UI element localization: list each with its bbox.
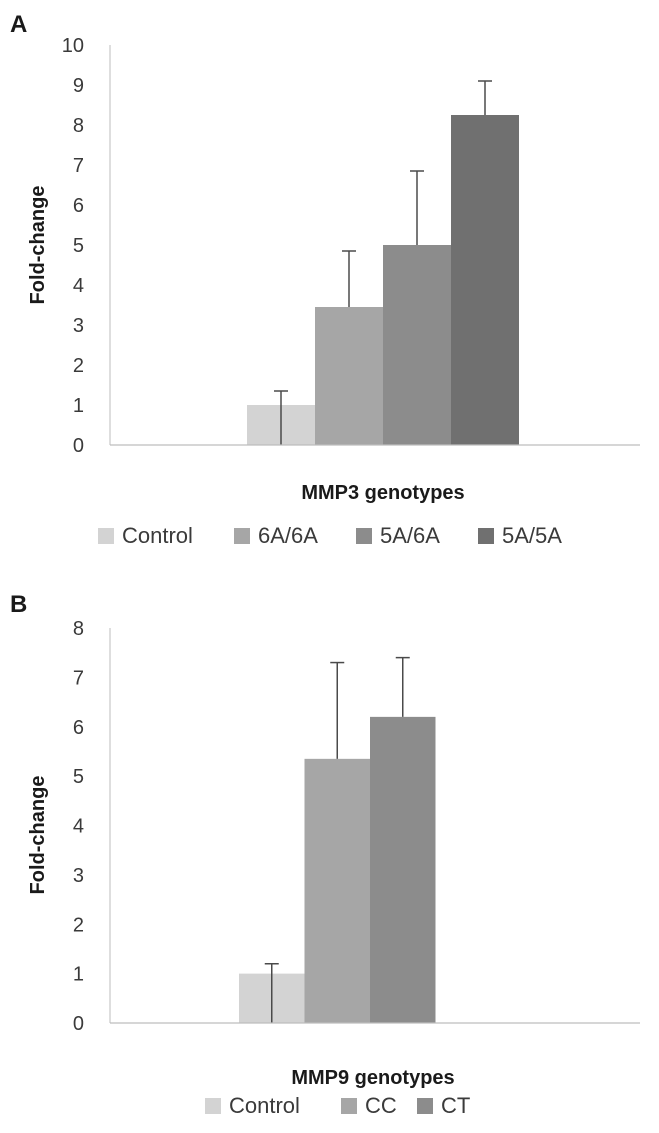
panel-a-bar bbox=[315, 307, 383, 445]
panel-b-bar bbox=[370, 716, 436, 1023]
panel-b-x-axis-label: MMP9 genotypes bbox=[291, 1067, 454, 1089]
panel-a-legend-swatch bbox=[356, 528, 372, 544]
panel-b-letter: B bbox=[10, 591, 27, 618]
panel-b-bar bbox=[304, 758, 370, 1023]
panel-a-legend-swatch bbox=[478, 528, 494, 544]
panel-a-legend-label: Control bbox=[122, 523, 193, 548]
panel-a-plot: 0 1 2 3 4 5 6 7 8 9 10 Control 6A/6A 5A/6A 5A/5A bbox=[62, 35, 640, 548]
panel-b-y-tick-label: 3 bbox=[73, 865, 84, 887]
panel-a-y-tick-label: 8 bbox=[73, 115, 84, 137]
panel-a-y-tick-label: 7 bbox=[73, 155, 84, 177]
panel-b-y-tick-label: 0 bbox=[73, 1013, 84, 1035]
panel-b-legend-label: CT bbox=[441, 1093, 470, 1118]
panel-a-x-axis-label: MMP3 genotypes bbox=[301, 482, 464, 504]
panel-a-legend-label: 5A/5A bbox=[502, 523, 562, 548]
panel-a-legend-label: 5A/6A bbox=[380, 523, 440, 548]
panel-b-y-tick-label: 8 bbox=[73, 618, 84, 640]
panel-a-y-tick-label: 1 bbox=[73, 395, 84, 417]
panel-b-y-tick-label: 5 bbox=[73, 766, 84, 788]
panel-a-y-tick-label: 5 bbox=[73, 235, 84, 257]
panel-a-letter: A bbox=[10, 11, 27, 38]
panel-b-legend-label: Control bbox=[229, 1093, 300, 1118]
panel-b-y-axis-label: Fold-change bbox=[27, 776, 49, 895]
panel-a-y-tick-label: 4 bbox=[73, 275, 84, 297]
panel-a-y-axis-label: Fold-change bbox=[27, 186, 49, 305]
panel-b-y-tick-label: 4 bbox=[73, 816, 84, 838]
panel-a-y-tick-label: 10 bbox=[62, 35, 84, 57]
panel-a-y-tick-label: 2 bbox=[73, 355, 84, 377]
panel-b-legend-swatch bbox=[417, 1098, 433, 1114]
panel-b-plot: 0 1 2 3 4 5 6 7 8 Control CC CT bbox=[73, 618, 640, 1118]
panel-a-legend-swatch bbox=[234, 528, 250, 544]
panel-b-y-tick-label: 2 bbox=[73, 914, 84, 936]
panel-b-y-tick-label: 1 bbox=[73, 964, 84, 986]
panel-b-legend-swatch bbox=[205, 1098, 221, 1114]
panel-a-y-tick-label: 0 bbox=[73, 435, 84, 457]
panel-a-legend-label: 6A/6A bbox=[258, 523, 318, 548]
panel-a-y-tick-label: 3 bbox=[73, 315, 84, 337]
panel-a-legend-swatch bbox=[98, 528, 114, 544]
panel-b-y-tick-label: 6 bbox=[73, 717, 84, 739]
panel-b-legend-swatch bbox=[341, 1098, 357, 1114]
panel-a-bar bbox=[383, 245, 451, 445]
panel-a-y-tick-label: 6 bbox=[73, 195, 84, 217]
panel-b-legend-label: CC bbox=[365, 1093, 397, 1118]
panel-b-y-tick-label: 7 bbox=[73, 667, 84, 689]
panel-a-bar bbox=[451, 115, 519, 445]
panel-a-y-tick-label: 9 bbox=[73, 75, 84, 97]
